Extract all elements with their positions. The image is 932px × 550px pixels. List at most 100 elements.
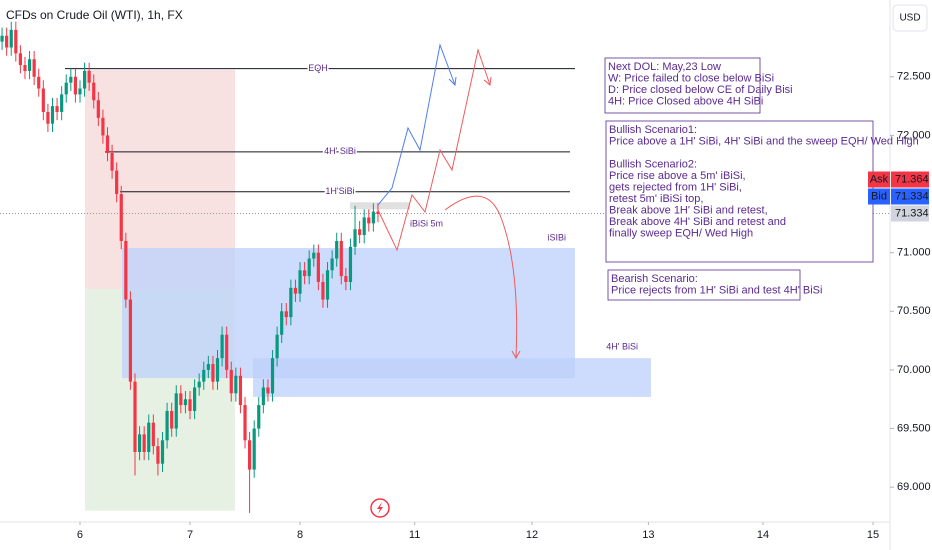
candle-body xyxy=(78,88,82,95)
candle-body xyxy=(353,229,357,247)
candle-body xyxy=(27,59,32,71)
note-line: 4H: Price Closed above 4H SiBi xyxy=(608,95,763,107)
chart-title: CFDs on Crude Oil (WTI), 1h, FX xyxy=(6,8,183,22)
note-line: Bearish Scenario: xyxy=(611,273,698,285)
candle-body xyxy=(50,106,55,124)
candle-body xyxy=(156,446,160,464)
note-line: gets rejected from 1H' SiBi, xyxy=(609,181,742,193)
x-tick-label: 6 xyxy=(77,529,83,541)
x-tick-label: 14 xyxy=(757,529,769,541)
currency: USD xyxy=(899,13,920,24)
candles xyxy=(0,21,380,513)
candle-body xyxy=(202,369,206,382)
candle-body xyxy=(358,229,362,236)
candle-body xyxy=(87,70,91,83)
candle-body xyxy=(197,381,201,388)
quote-value: 71.334 xyxy=(895,207,929,219)
candle-body xyxy=(73,76,78,95)
candle-body xyxy=(298,270,302,294)
candle-body xyxy=(367,217,371,224)
candle-body xyxy=(23,65,27,71)
note-line: W: Price failed to close below BiSi xyxy=(608,72,774,84)
candle-body xyxy=(110,153,114,171)
candle-body xyxy=(284,311,288,318)
candle-body xyxy=(211,364,215,382)
level-label: 1H'SiBi xyxy=(325,186,354,196)
candle-body xyxy=(160,440,165,464)
candle-body xyxy=(362,217,366,236)
candle-body xyxy=(220,334,224,359)
candle-body xyxy=(316,252,320,282)
candle-body xyxy=(147,422,151,452)
candle-body xyxy=(321,281,325,300)
y-tick-label: 71.000 xyxy=(897,247,931,259)
candle-body xyxy=(234,375,238,394)
candle-body xyxy=(307,258,311,277)
candle-body xyxy=(339,240,343,277)
candle-body xyxy=(325,270,330,300)
candle-body xyxy=(248,440,252,470)
candle-body xyxy=(92,82,96,101)
candle-body xyxy=(371,211,375,224)
candle-body xyxy=(293,287,298,294)
arrow-head xyxy=(511,350,521,360)
candle-body xyxy=(115,170,119,195)
candle-body xyxy=(105,135,110,154)
quote-box xyxy=(891,171,929,188)
bullish-path-1 xyxy=(377,43,456,206)
note-line: Bullish Scenario2: xyxy=(609,158,697,170)
arrow-head xyxy=(448,76,457,87)
note-box xyxy=(604,57,761,114)
quote-tag xyxy=(868,188,890,205)
candle-body xyxy=(128,299,133,382)
note-box xyxy=(605,120,874,263)
note-line: Break above 4H' SiBi and retest and xyxy=(609,216,786,228)
candle-body xyxy=(335,240,339,259)
candle-body xyxy=(261,387,265,406)
candle-body xyxy=(206,364,210,370)
candle-body xyxy=(252,428,256,470)
candle-body xyxy=(82,70,87,89)
note-line: Price rejects from 1H' SiBi and test 4H'… xyxy=(611,284,822,296)
candle-body xyxy=(183,399,188,406)
x-tick-label: 12 xyxy=(526,529,538,541)
candle-body xyxy=(344,276,348,282)
alert-icon[interactable] xyxy=(370,498,390,518)
candle-body xyxy=(243,405,247,441)
candle-body xyxy=(55,106,59,112)
candle-body xyxy=(9,29,13,48)
candle-body xyxy=(151,422,155,447)
zone-label: iBiSi 5m xyxy=(410,218,443,228)
quote-box xyxy=(891,188,929,205)
note-line: Price above a 1H' SiBi, 4H' SiBi and the… xyxy=(609,135,919,147)
currency-box[interactable] xyxy=(892,4,928,32)
candle-body xyxy=(312,252,316,259)
y-tick-label: 70.000 xyxy=(897,364,931,376)
candle-body xyxy=(376,211,380,214)
bullish-path-2 xyxy=(377,48,491,252)
note-line: Break above 1H' SiBi and retest, xyxy=(609,204,768,216)
x-tick-label: 7 xyxy=(187,529,193,541)
zone xyxy=(122,247,575,379)
candle-body xyxy=(280,311,284,335)
candle-body xyxy=(133,381,137,452)
quote-box xyxy=(891,205,929,222)
y-tick-label: 72.500 xyxy=(897,71,931,83)
candle-body xyxy=(229,369,233,394)
zone xyxy=(350,202,410,210)
candle-body xyxy=(124,240,128,300)
candle-body xyxy=(18,53,22,66)
alert-bolt xyxy=(377,502,383,514)
bearish-path xyxy=(444,195,518,359)
note-line: retest 5m' iBiSi top, xyxy=(609,193,703,205)
zone-label: iSIBi xyxy=(547,232,566,242)
candle-body xyxy=(192,387,197,411)
candle-body xyxy=(348,246,353,282)
candle-body xyxy=(303,270,307,277)
candle-body xyxy=(119,194,123,241)
candle-body xyxy=(37,76,41,89)
candle-body xyxy=(101,117,105,136)
candle-body xyxy=(32,59,36,77)
candle-body xyxy=(137,434,142,452)
